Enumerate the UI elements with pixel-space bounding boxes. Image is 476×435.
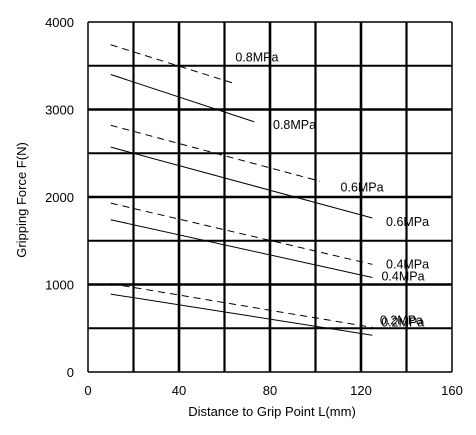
series-label: 0.4MPa	[386, 257, 429, 271]
series-label: 0.2MPa	[381, 315, 424, 329]
x-tick-label: 0	[84, 383, 91, 398]
series-line	[110, 293, 373, 336]
series-label: 0.4MPa	[381, 270, 424, 284]
x-tick-label: 120	[350, 383, 372, 398]
y-tick-label: 3000	[45, 103, 74, 118]
series-line	[110, 202, 373, 265]
tick-labels: 0 40 80 120 160 0 1000 2000 3000 4000	[45, 15, 463, 398]
series-label: 0.6MPa	[341, 180, 384, 194]
x-tick-label: 40	[172, 383, 186, 398]
series-line	[110, 44, 234, 84]
series-line	[110, 74, 255, 123]
series-line	[110, 124, 321, 182]
series-label: 0.8MPa	[235, 50, 278, 64]
x-axis-label: Distance to Grip Point L(mm)	[188, 404, 356, 419]
y-tick-label: 1000	[45, 278, 74, 293]
y-axis-label: Gripping Force F(N)	[14, 142, 29, 258]
series-label: 0.8MPa	[273, 118, 316, 132]
x-tick-label: 80	[263, 383, 277, 398]
series-lines	[110, 44, 373, 336]
series-line	[110, 219, 373, 278]
series-label: 0.2MPa	[380, 313, 423, 327]
grid-lines	[87, 21, 453, 373]
series-line	[110, 146, 373, 219]
series-label: 0.6MPa	[386, 215, 429, 229]
y-tick-label: 4000	[45, 15, 74, 30]
y-tick-label: 2000	[45, 190, 74, 205]
y-tick-label: 0	[67, 365, 74, 380]
series-line	[110, 283, 373, 328]
x-tick-label: 160	[441, 383, 463, 398]
